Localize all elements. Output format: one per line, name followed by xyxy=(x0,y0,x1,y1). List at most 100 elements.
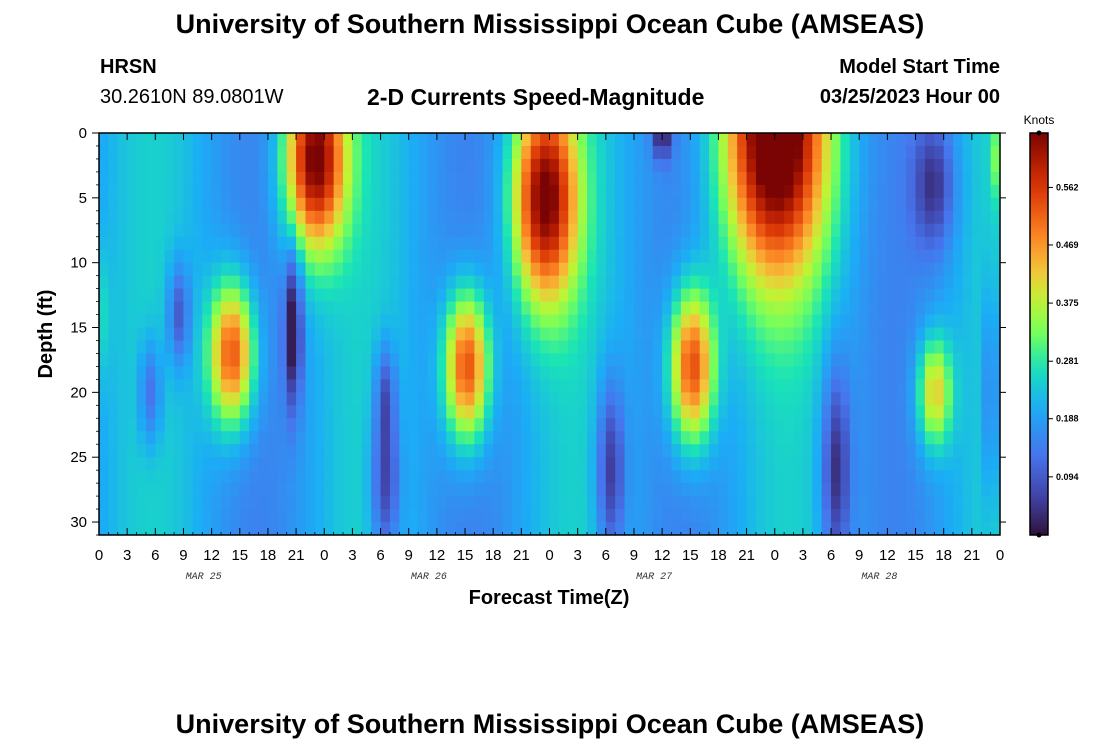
heatmap-cell xyxy=(784,418,795,432)
heatmap-cell xyxy=(127,366,138,380)
heatmap-cell xyxy=(727,301,738,316)
heatmap-cell xyxy=(127,457,138,471)
heatmap-cell xyxy=(737,366,748,380)
heatmap-cell xyxy=(389,457,400,471)
heatmap-cell xyxy=(924,288,935,303)
heatmap-cell xyxy=(361,184,372,199)
heatmap-cell xyxy=(99,158,109,173)
heatmap-cell xyxy=(202,249,213,264)
heatmap-cell xyxy=(633,249,644,264)
heatmap-cell xyxy=(624,522,635,535)
heatmap-cell xyxy=(953,197,964,212)
heatmap-cell xyxy=(568,262,579,277)
heatmap-cell xyxy=(568,418,579,432)
heatmap-cell xyxy=(624,418,635,432)
heatmap-cell xyxy=(474,133,485,147)
heatmap-cell xyxy=(427,327,438,342)
x-tick-label: 0 xyxy=(996,547,1004,564)
heatmap-cell xyxy=(483,223,494,238)
heatmap-cell xyxy=(727,145,738,160)
heatmap-cell xyxy=(399,210,410,225)
heatmap-cell xyxy=(924,496,935,510)
heatmap-cell xyxy=(174,236,185,251)
heatmap-cell xyxy=(352,301,363,316)
heatmap-cell xyxy=(455,405,466,419)
heatmap-cell xyxy=(145,418,156,432)
heatmap-cell xyxy=(408,197,419,212)
heatmap-cell xyxy=(540,444,551,458)
heatmap-cell xyxy=(174,405,185,419)
heatmap-cell xyxy=(812,301,823,316)
heatmap-cell xyxy=(361,275,372,290)
heatmap-cell xyxy=(474,431,485,445)
heatmap-cell xyxy=(296,301,307,316)
heatmap-cell xyxy=(258,223,269,238)
heatmap-cell xyxy=(408,353,419,368)
heatmap-cell xyxy=(371,457,382,471)
heatmap-cell xyxy=(127,210,138,225)
heatmap-cell xyxy=(652,275,663,290)
heatmap-cell xyxy=(643,457,654,471)
heatmap-cell xyxy=(183,249,194,264)
heatmap-cell xyxy=(802,470,813,484)
heatmap-cell xyxy=(755,509,766,523)
heatmap-cell xyxy=(868,405,879,419)
heatmap-cell xyxy=(802,133,813,147)
heatmap-cell xyxy=(784,379,795,393)
heatmap-cell xyxy=(615,431,626,445)
heatmap-cell xyxy=(399,262,410,277)
heatmap-cell xyxy=(183,431,194,445)
heatmap-cell xyxy=(99,249,109,264)
x-tick-label: 3 xyxy=(799,547,807,564)
heatmap-cell xyxy=(971,158,982,173)
heatmap-cell xyxy=(314,262,325,277)
heatmap-cell xyxy=(192,405,203,419)
heatmap-cell xyxy=(821,327,832,342)
heatmap-cell xyxy=(802,158,813,173)
heatmap-cell xyxy=(558,392,569,406)
heatmap-cell xyxy=(427,353,438,368)
heatmap-cell xyxy=(202,236,213,251)
heatmap-cell xyxy=(521,210,532,225)
heatmap-cell xyxy=(380,236,391,251)
heatmap-cell xyxy=(474,470,485,484)
heatmap-cell xyxy=(577,314,588,329)
heatmap-cell xyxy=(446,522,457,535)
heatmap-cell xyxy=(671,133,682,147)
heatmap-cell xyxy=(418,431,429,445)
heatmap-cell xyxy=(455,327,466,342)
heatmap-cell xyxy=(427,145,438,160)
heatmap-cell xyxy=(108,470,119,484)
heatmap-cell xyxy=(633,262,644,277)
heatmap-cell xyxy=(108,418,119,432)
x-tick-label: 21 xyxy=(288,547,305,564)
heatmap-cell xyxy=(793,340,804,355)
heatmap-cell xyxy=(558,353,569,368)
heatmap-cell xyxy=(962,522,973,535)
heatmap-cell xyxy=(277,301,288,316)
heatmap-cell xyxy=(596,275,607,290)
heatmap-cell xyxy=(643,366,654,380)
heatmap-cell xyxy=(211,171,222,186)
heatmap-cell xyxy=(371,327,382,342)
heatmap-cell xyxy=(558,288,569,303)
heatmap-cell xyxy=(784,353,795,368)
heatmap-cell xyxy=(784,171,795,186)
heatmap-cell xyxy=(521,366,532,380)
heatmap-cell xyxy=(258,184,269,199)
heatmap-cell xyxy=(389,171,400,186)
heatmap-cell xyxy=(483,288,494,303)
heatmap-cell xyxy=(549,210,560,225)
heatmap-cell xyxy=(849,483,860,497)
heatmap-cell xyxy=(192,236,203,251)
heatmap-cell xyxy=(596,158,607,173)
heatmap-cell xyxy=(652,392,663,406)
heatmap-cell xyxy=(849,288,860,303)
heatmap-cell xyxy=(587,314,598,329)
heatmap-cell xyxy=(558,431,569,445)
heatmap-cell xyxy=(502,197,513,212)
heatmap-cell xyxy=(117,249,128,264)
heatmap-cell xyxy=(493,288,504,303)
heatmap-cell xyxy=(352,288,363,303)
heatmap-cell xyxy=(934,314,945,329)
